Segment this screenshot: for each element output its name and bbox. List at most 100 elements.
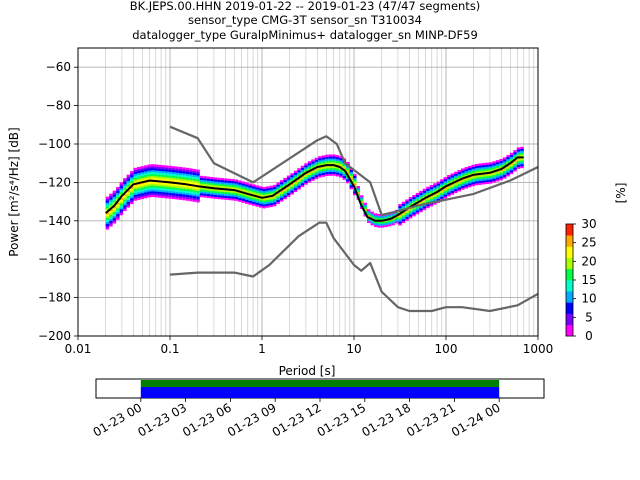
- heatmap-cell: [311, 159, 315, 162]
- heatmap-cell: [488, 173, 493, 176]
- heatmap-cell: [349, 183, 354, 186]
- heatmap-cell: [321, 157, 326, 160]
- heatmap-cell: [513, 153, 517, 157]
- heatmap-cell: [314, 159, 319, 162]
- heatmap-cell: [408, 216, 413, 219]
- heatmap-cell: [380, 225, 385, 228]
- heatmap-cell: [373, 213, 378, 216]
- heatmap-cell: [412, 194, 416, 198]
- heatmap-cell: [440, 190, 444, 194]
- heatmap-cell: [126, 201, 131, 204]
- heatmap-cell: [140, 170, 145, 173]
- heatmap-cell: [144, 174, 148, 178]
- heatmap-cell: [461, 176, 465, 179]
- heatmap-cell: [227, 197, 232, 201]
- heatmap-cell: [335, 166, 340, 169]
- heatmap-cell: [485, 164, 489, 167]
- heatmap-cell: [199, 181, 204, 184]
- heatmap-cell: [210, 180, 214, 184]
- heatmap-cell: [279, 180, 284, 183]
- heatmap-cell: [234, 194, 239, 198]
- heatmap-cell: [137, 195, 141, 198]
- heatmap-cell: [157, 193, 162, 196]
- heatmap-cell: [286, 181, 291, 184]
- heatmap-cell: [220, 183, 225, 187]
- heatmap-cell: [468, 167, 472, 171]
- heatmap-cell: [196, 188, 200, 191]
- heatmap-cell: [353, 179, 357, 182]
- heatmap-cell: [488, 181, 493, 184]
- heatmap-cell: [481, 176, 486, 179]
- heatmap-cell: [196, 169, 200, 172]
- heatmap-cell: [112, 217, 117, 220]
- heatmap-cell: [241, 185, 246, 188]
- heatmap-cell: [220, 185, 225, 188]
- heatmap-cell: [137, 188, 141, 191]
- heatmap-cell: [234, 187, 239, 190]
- heatmap-cell: [175, 176, 179, 179]
- heatmap-cell: [279, 199, 284, 202]
- heatmap-cell: [283, 183, 287, 186]
- heatmap-cell: [290, 186, 294, 189]
- heatmap-cell: [443, 190, 448, 193]
- heatmap-cell: [314, 176, 319, 180]
- heatmap-cell: [450, 188, 455, 191]
- heatmap-cell: [234, 198, 239, 201]
- heatmap-cell: [185, 192, 190, 195]
- heatmap-cell: [171, 168, 176, 171]
- heatmap-cell: [328, 171, 333, 174]
- heatmap-cell: [137, 172, 141, 175]
- heatmap-cell: [440, 179, 444, 182]
- heatmap-cell: [203, 189, 207, 192]
- heatmap-cell: [168, 196, 172, 199]
- heatmap-cell: [140, 187, 145, 190]
- heatmap-cell: [391, 221, 395, 224]
- heatmap-cell: [196, 186, 200, 190]
- heatmap-cell: [339, 175, 343, 178]
- heatmap-cell: [109, 210, 113, 214]
- heatmap-cell: [164, 173, 169, 176]
- heatmap-cell: [328, 158, 333, 161]
- heatmap-cell: [349, 171, 354, 174]
- heatmap-cell: [290, 175, 294, 178]
- heatmap-cell: [495, 175, 500, 178]
- heatmap-cell: [192, 178, 197, 181]
- heatmap-cell: [272, 196, 277, 199]
- heatmap-cell: [123, 205, 127, 208]
- heatmap-cell: [258, 193, 263, 197]
- y-tick-label: −80: [46, 99, 71, 113]
- heatmap-cell: [109, 216, 113, 219]
- heatmap-cell: [325, 166, 329, 169]
- heatmap-cell: [262, 194, 266, 197]
- heatmap-cell: [137, 170, 141, 174]
- heatmap-cell: [213, 196, 218, 199]
- heatmap-cell: [311, 174, 315, 177]
- heatmap-cell: [105, 225, 110, 228]
- heatmap-cell: [426, 200, 430, 203]
- heatmap-cell: [171, 194, 176, 198]
- heatmap-cell: [123, 203, 127, 206]
- heatmap-cell: [488, 162, 493, 165]
- heatmap-cell: [276, 195, 280, 199]
- heatmap-cell: [137, 186, 141, 189]
- heatmap-cell: [144, 167, 148, 170]
- heatmap-cell: [269, 204, 273, 208]
- heatmap-cell: [154, 170, 158, 173]
- heatmap-cell: [203, 183, 207, 187]
- heatmap-cell: [133, 194, 138, 197]
- heatmap-cell: [105, 223, 110, 226]
- heatmap-cell: [481, 178, 486, 181]
- heatmap-cell: [290, 190, 294, 193]
- heatmap-cell: [231, 196, 235, 199]
- heatmap-cell: [384, 224, 388, 228]
- heatmap-cell: [112, 211, 117, 214]
- heatmap-cell: [109, 199, 113, 202]
- heatmap-cell: [258, 188, 263, 191]
- heatmap-cell: [373, 224, 378, 228]
- heatmap-cell: [391, 223, 395, 226]
- heatmap-cell: [130, 182, 134, 185]
- heatmap-cell: [454, 173, 458, 176]
- heatmap-cell: [495, 171, 500, 174]
- heatmap-cell: [290, 192, 294, 195]
